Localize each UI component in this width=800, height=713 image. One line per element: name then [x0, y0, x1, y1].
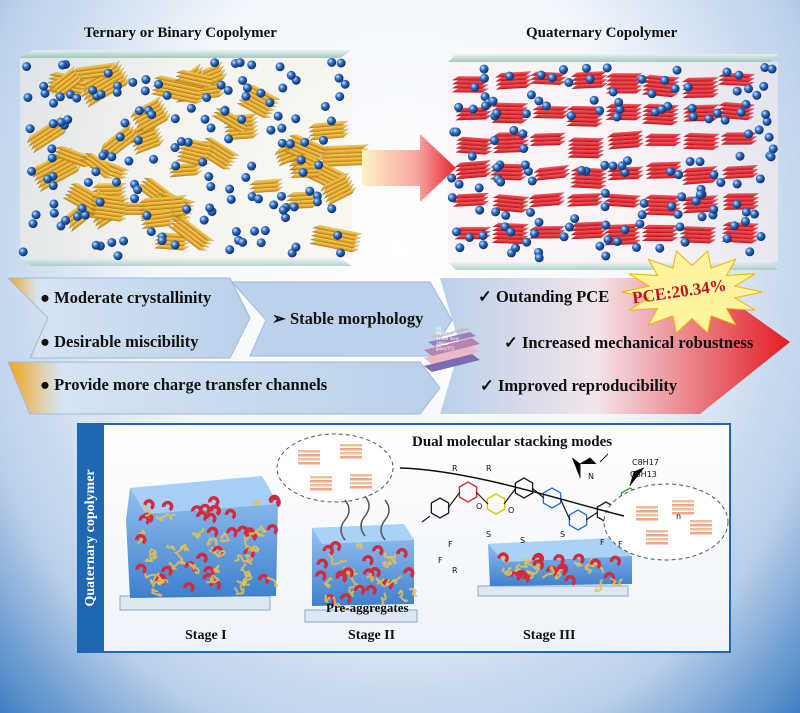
chem-label: C6H13 [630, 470, 657, 479]
stage-arrow [399, 467, 625, 517]
feature-crystallinity: ● Moderate crystallinity [40, 288, 212, 307]
feature-stable-morphology: ➢ Stable morphology [272, 309, 424, 328]
left-title: Ternary or Binary Copolymer [84, 25, 277, 41]
chem-label: F [600, 538, 605, 547]
chem-label: S [520, 536, 526, 545]
chem-label: O [508, 506, 515, 515]
pre-aggregates-label: Pre-aggregates [326, 600, 409, 615]
stage-3-label: Stage III [523, 628, 576, 643]
zoom-bubble-right [603, 483, 729, 561]
feature-reproducibility: ✓ Improved reproducibility [480, 376, 678, 395]
feature-charge-transfer: ● Provide more charge transfer channels [40, 375, 328, 394]
chem-label: R [452, 566, 458, 575]
device-stack-icon [424, 328, 480, 372]
chem-label: N [588, 472, 594, 481]
film-stages [119, 476, 632, 623]
feature-band-lower [7, 361, 441, 415]
chem-label: O [476, 502, 483, 511]
polymer-chains [135, 494, 623, 613]
dual-stacking-heading: Dual molecular stacking modes [412, 434, 613, 450]
chem-label: S [560, 530, 566, 539]
chem-label: R [452, 464, 458, 473]
feature-pce: ✓ Outanding PCE [478, 287, 610, 306]
heat-waves [340, 495, 390, 541]
chem-label: S [486, 530, 492, 539]
stage-1-label: Stage I [185, 628, 227, 643]
chem-label: R [486, 464, 492, 473]
side-label-bar: Quaternary copolymer [78, 424, 104, 652]
chem-label: n [676, 512, 682, 521]
transition-arrow [362, 134, 456, 202]
device-layer-labels: Ag PNDIT-F3N Active layer 2PACz glass/ITO [436, 326, 460, 351]
zoom-bubble-left [276, 433, 394, 503]
stage-2-label: Stage II [348, 628, 396, 643]
right-title: Quaternary Copolymer [526, 25, 678, 41]
feature-mechanical: ✓ Increased mechanical robustness [504, 333, 754, 352]
feature-miscibility: ● Desirable miscibility [40, 332, 199, 351]
feature-band-middle [230, 281, 453, 357]
chem-label: C8H17 [632, 458, 659, 467]
mini-stacks [298, 444, 712, 545]
chem-label: F [618, 540, 623, 549]
acceptor-spheres [18, 57, 778, 263]
chem-label: F [448, 540, 453, 549]
feature-band-upper [6, 277, 251, 359]
chem-label: F [438, 556, 443, 565]
pce-burst [621, 250, 763, 334]
